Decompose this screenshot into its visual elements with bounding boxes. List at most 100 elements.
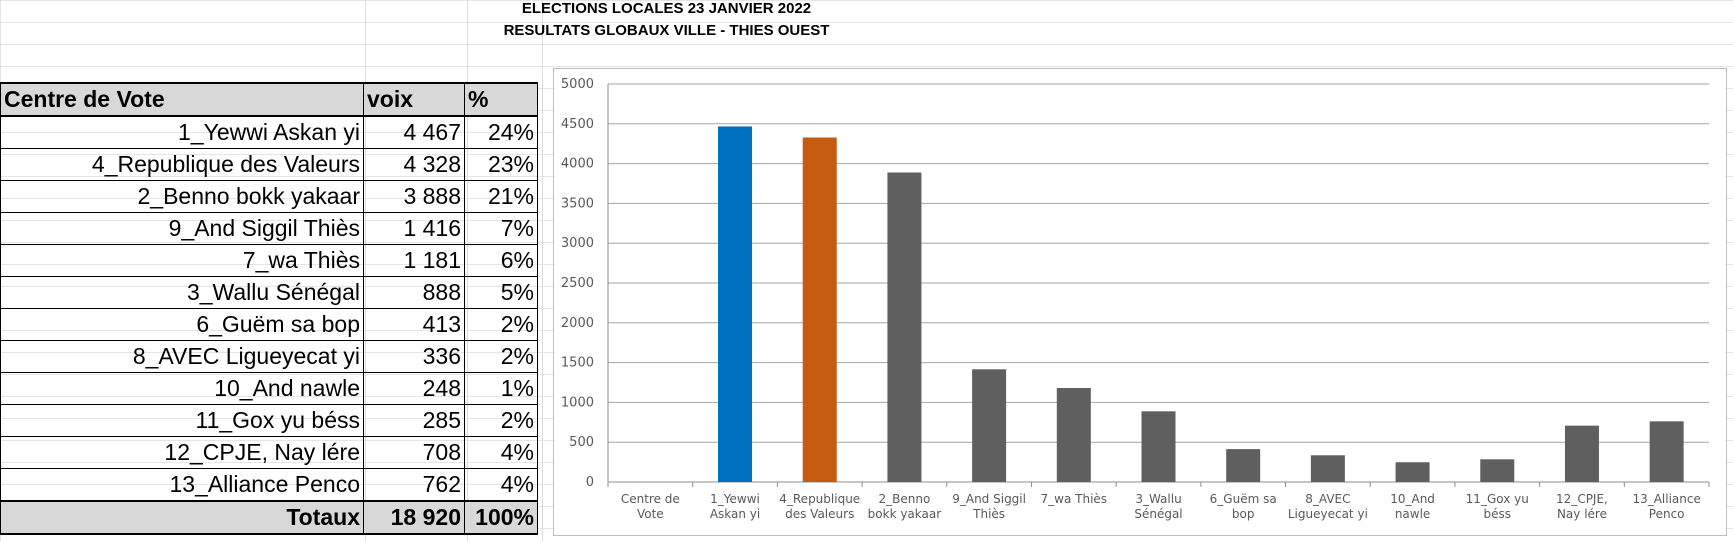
- y-tick-label: 2000: [561, 316, 594, 331]
- x-category-label: 11_Gox yu: [1466, 492, 1529, 506]
- totals-row: Totaux 18 920 100%: [0, 500, 538, 535]
- y-tick-label: 500: [569, 435, 594, 450]
- bar: [718, 126, 753, 482]
- votes-cell: 336: [363, 340, 465, 373]
- totals-percent: 100%: [464, 500, 538, 535]
- party-name-cell: 9_And Siggil Thiès: [0, 212, 364, 245]
- bar: [1310, 455, 1345, 482]
- votes-cell: 4 328: [363, 148, 465, 181]
- percent-cell: 2%: [464, 404, 538, 437]
- table-row: 7_wa Thiès 1 181 6%: [0, 244, 538, 277]
- header-percent: %: [464, 82, 538, 117]
- column-divider: [542, 0, 543, 541]
- votes-cell: 4 467: [363, 115, 465, 149]
- percent-cell: 2%: [464, 308, 538, 341]
- votes-cell: 248: [363, 372, 465, 405]
- table-row: 2_Benno bokk yakaar 3 888 21%: [0, 180, 538, 213]
- x-category-label: bop: [1232, 507, 1255, 521]
- table-row: 6_Guëm sa bop 413 2%: [0, 308, 538, 341]
- y-tick-label: 5000: [561, 77, 594, 92]
- x-category-label: Sénégal: [1134, 507, 1182, 521]
- x-category-label: 4_Republique: [779, 492, 860, 506]
- bar-chart-svg: 0 500 1000 1500 2000 2500 3000 3500 4000 4500 5000…: [561, 77, 1710, 521]
- x-category-label: Thiès: [972, 507, 1005, 521]
- party-name-cell: 8_AVEC Ligueyecat yi: [0, 340, 364, 373]
- bar: [1226, 449, 1261, 482]
- party-name-cell: 12_CPJE, Nay lére: [0, 436, 364, 469]
- party-name-cell: 10_And nawle: [0, 372, 364, 405]
- percent-cell: 4%: [464, 468, 538, 502]
- bar: [1056, 387, 1091, 482]
- percent-cell: 2%: [464, 340, 538, 373]
- percent-cell: 21%: [464, 180, 538, 213]
- y-tick-label: 2500: [561, 276, 594, 291]
- x-category-label: Penco: [1649, 507, 1685, 521]
- bar: [1480, 459, 1515, 482]
- table-row: 3_Wallu Sénégal 888 5%: [0, 276, 538, 309]
- bar: [887, 172, 922, 482]
- party-name-cell: 13_Alliance Penco: [0, 468, 364, 502]
- party-name-cell: 1_Yewwi Askan yi: [0, 115, 364, 149]
- x-category-label: béss: [1484, 507, 1512, 521]
- percent-cell: 5%: [464, 276, 538, 309]
- percent-cell: 1%: [464, 372, 538, 405]
- table-row: 11_Gox yu béss 285 2%: [0, 404, 538, 437]
- totals-votes: 18 920: [363, 500, 465, 535]
- bar: [972, 369, 1007, 482]
- votes-cell: 413: [363, 308, 465, 341]
- bar-chart: 0 500 1000 1500 2000 2500 3000 3500 4000 4500 5000…: [553, 68, 1727, 536]
- bar: [1395, 462, 1430, 482]
- report-subtitle: RESULTATS GLOBAUX VILLE - THIES OUEST: [503, 22, 830, 39]
- header-voix: voix: [363, 82, 465, 117]
- x-category-label: bokk yakaar: [868, 507, 942, 521]
- table-row: 12_CPJE, Nay lére 708 4%: [0, 436, 538, 469]
- votes-cell: 708: [363, 436, 465, 469]
- x-category-label: 9_And Siggil: [952, 492, 1026, 506]
- party-name-cell: 2_Benno bokk yakaar: [0, 180, 364, 213]
- table-row: 9_And Siggil Thiès 1 416 7%: [0, 212, 538, 245]
- header-centre-de-vote: Centre de Vote: [0, 82, 364, 117]
- x-category-label: 2_Benno: [879, 492, 931, 506]
- percent-cell: 6%: [464, 244, 538, 277]
- x-category-label: 12_CPJE,: [1556, 492, 1608, 506]
- y-tick-label: 1500: [561, 356, 594, 371]
- bar: [1141, 411, 1176, 482]
- x-category-label: 1_Yewwi: [710, 492, 760, 506]
- results-table: Centre de Vote voix% 1_Yewwi Askan yi 4 467…: [0, 82, 538, 535]
- percent-cell: 23%: [464, 148, 538, 181]
- x-category-label: Askan yi: [710, 507, 760, 521]
- table-row: 4_Republique des Valeurs 4 328 23%: [0, 148, 538, 181]
- totals-label: Totaux: [0, 500, 364, 535]
- y-tick-label: 3000: [561, 236, 594, 251]
- bar: [802, 137, 837, 482]
- y-tick-label: 3500: [561, 196, 594, 211]
- x-category-label: nawle: [1395, 507, 1431, 521]
- votes-cell: 888: [363, 276, 465, 309]
- votes-cell: 3 888: [363, 180, 465, 213]
- party-name-cell: 6_Guëm sa bop: [0, 308, 364, 341]
- party-name-cell: 11_Gox yu béss: [0, 404, 364, 437]
- x-category-label: 3_Wallu: [1135, 492, 1181, 506]
- x-category-label: 10_And: [1390, 492, 1435, 506]
- table-row: 10_And nawle 248 1%: [0, 372, 538, 405]
- bar: [1649, 421, 1684, 482]
- percent-cell: 4%: [464, 436, 538, 469]
- bar: [1564, 425, 1599, 482]
- x-category-label: Ligueyecat yi: [1288, 507, 1368, 521]
- x-category-label: 8_AVEC: [1305, 492, 1350, 506]
- votes-cell: 762: [363, 468, 465, 502]
- y-tick-label: 1000: [561, 395, 594, 410]
- table-header-row: Centre de Vote voix%: [0, 82, 538, 117]
- x-category-label: Centre de: [621, 492, 680, 506]
- table-row: 8_AVEC Ligueyecat yi 336 2%: [0, 340, 538, 373]
- x-category-label: 13_Alliance: [1632, 492, 1700, 506]
- percent-cell: 7%: [464, 212, 538, 245]
- y-tick-label: 4000: [561, 157, 594, 172]
- percent-cell: 24%: [464, 115, 538, 149]
- votes-cell: 1 181: [363, 244, 465, 277]
- votes-cell: 1 416: [363, 212, 465, 245]
- party-name-cell: 7_wa Thiès: [0, 244, 364, 277]
- x-category-label: Nay lére: [1557, 507, 1607, 521]
- x-category-label: 7_wa Thiès: [1041, 492, 1108, 506]
- table-row: 13_Alliance Penco 762 4%: [0, 468, 538, 502]
